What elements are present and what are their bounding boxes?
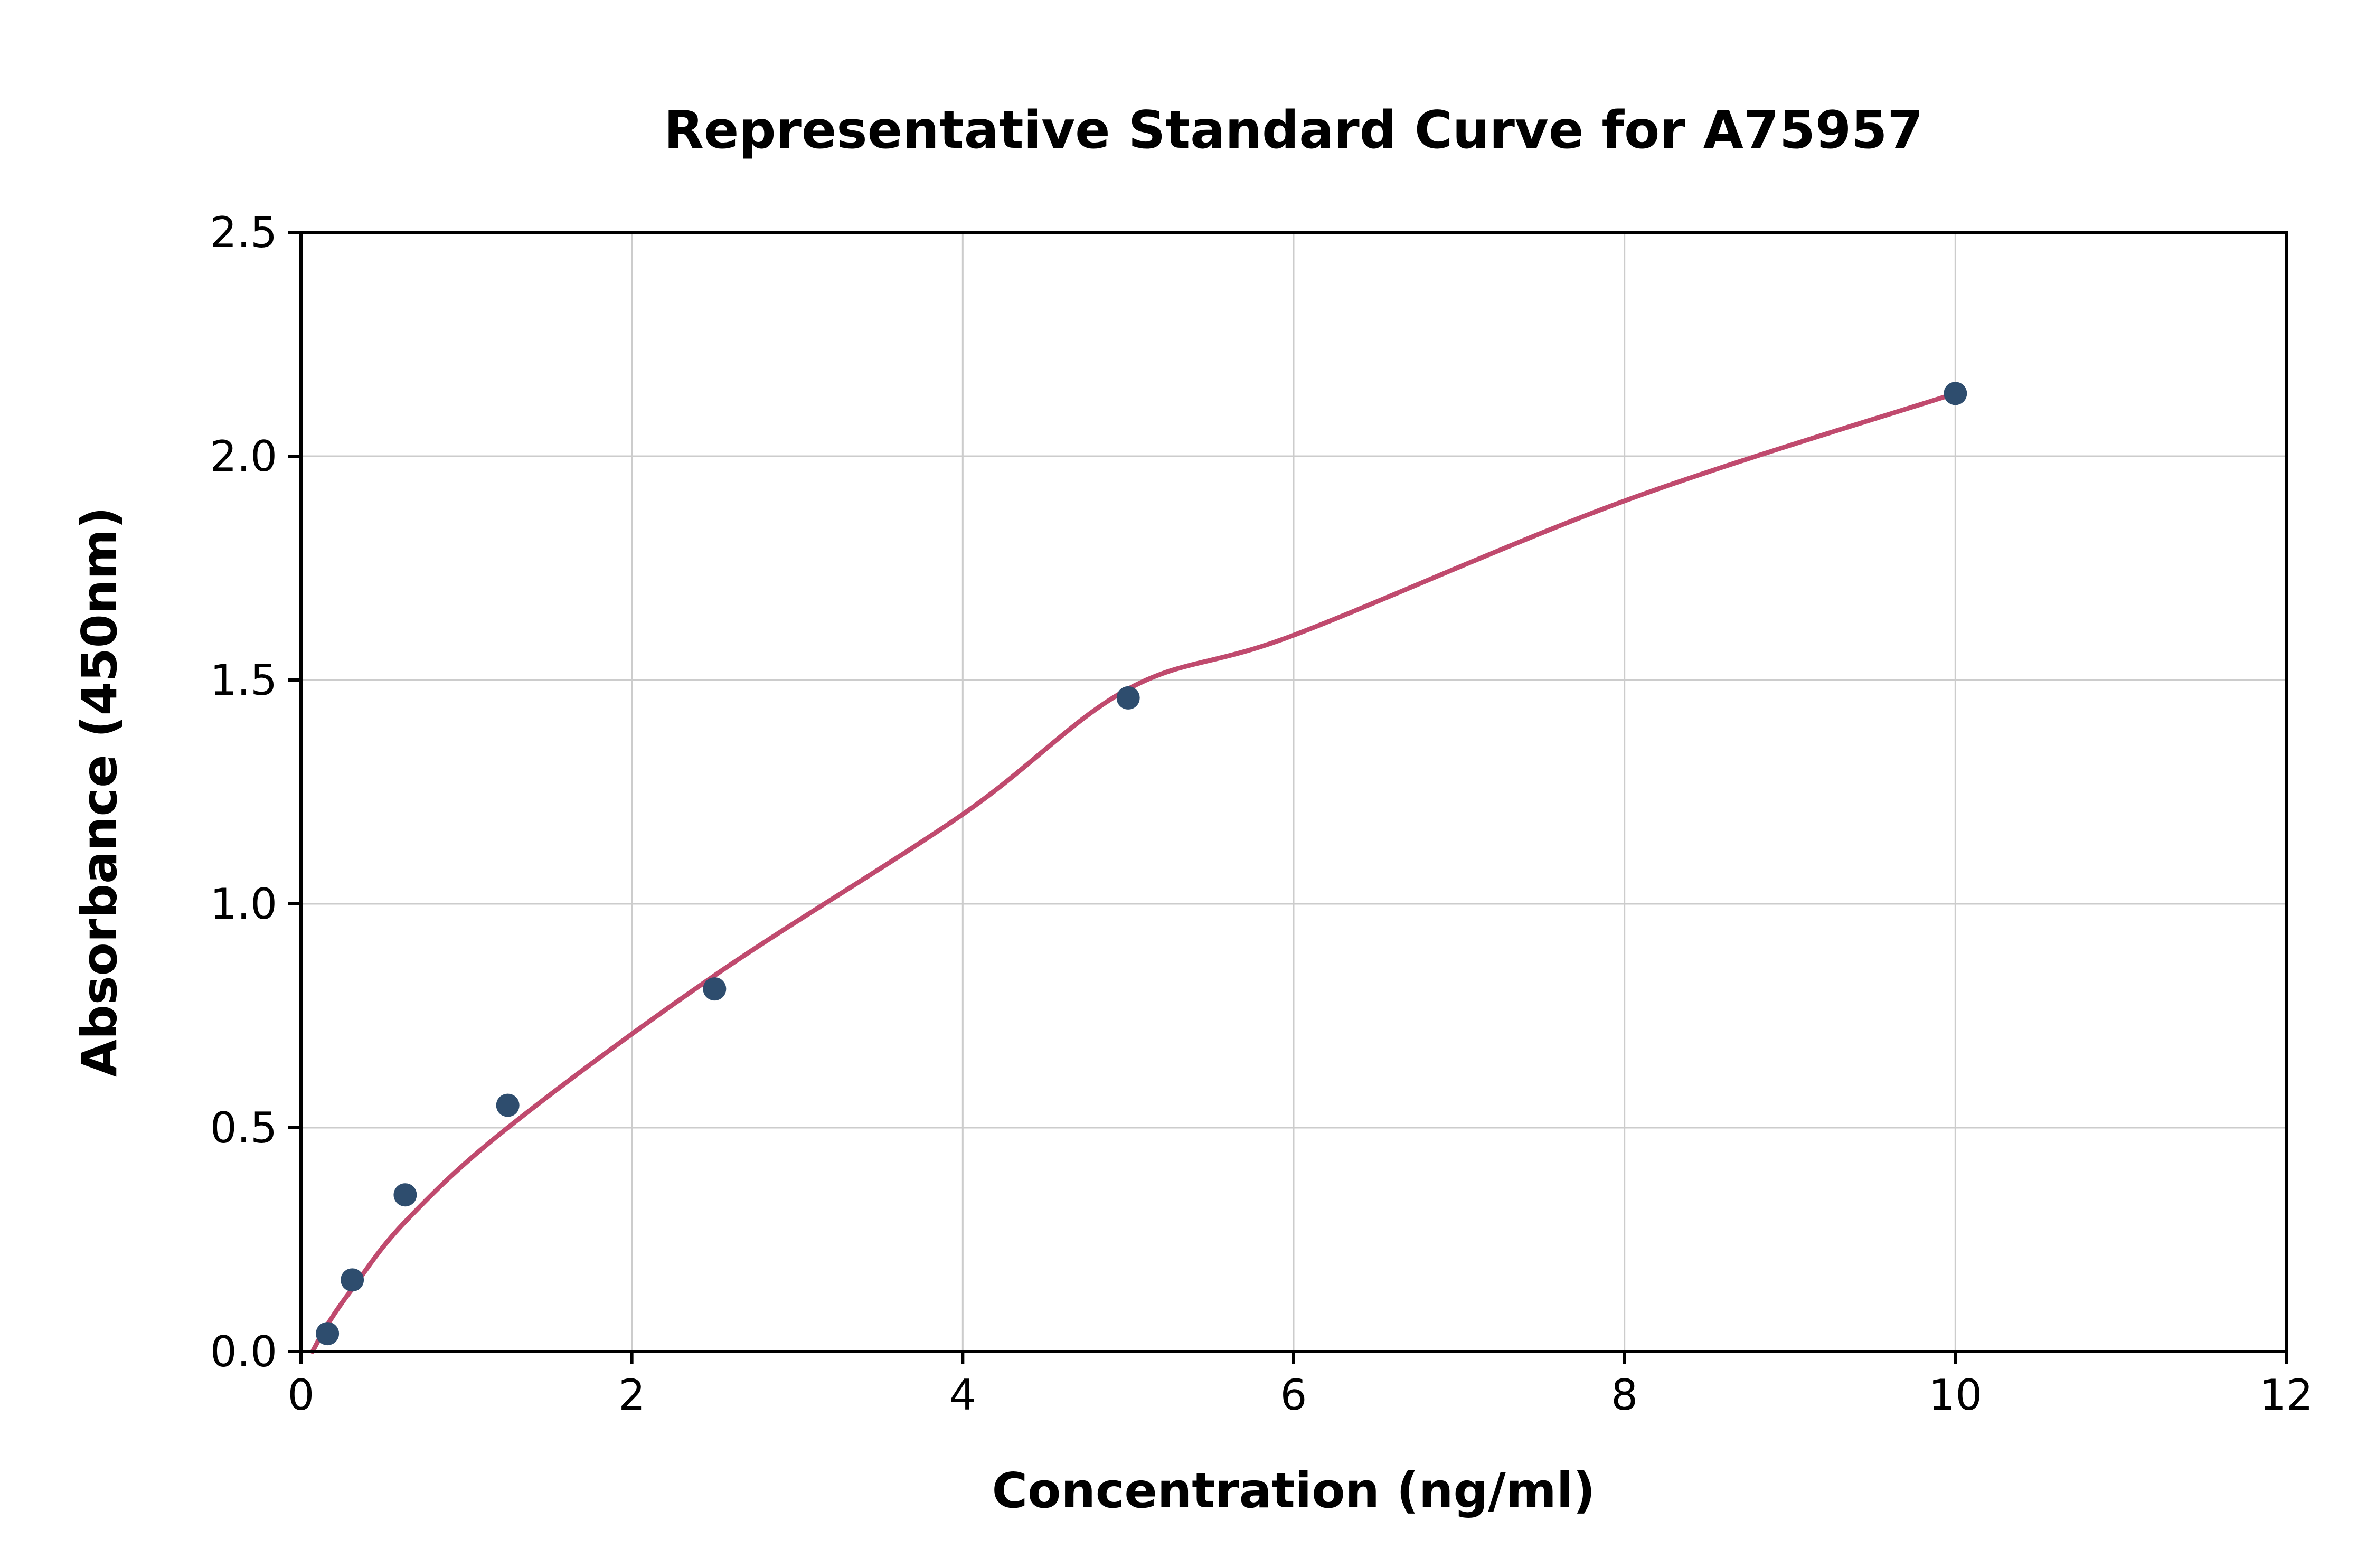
data-point [316, 1322, 340, 1346]
x-axis-label: Concentration (ng/ml) [992, 1462, 1596, 1519]
x-tick-label: 10 [1928, 1371, 1982, 1420]
y-axis-label: Absorbance (450nm) [71, 507, 128, 1077]
y-tick-label: 0.5 [210, 1103, 277, 1153]
data-point [703, 977, 727, 1001]
y-tick-label: 1.0 [210, 880, 277, 929]
y-tick-labels: 0.0 0.5 1.0 1.5 2.0 2.5 [210, 208, 277, 1376]
y-tick-label: 1.5 [210, 656, 277, 705]
x-tick-label: 4 [949, 1371, 976, 1420]
chart-title: Representative Standard Curve for A75957 [664, 100, 1923, 160]
x-tick-label: 0 [288, 1371, 315, 1420]
data-point [393, 1183, 417, 1207]
x-tick-label: 2 [618, 1371, 645, 1420]
y-tick-label: 0.0 [210, 1327, 277, 1376]
axis-ticks [288, 231, 2288, 1364]
fit-curve-line [310, 391, 1958, 1354]
data-point [1116, 686, 1140, 710]
x-tick-label: 8 [1611, 1371, 1638, 1420]
data-point [341, 1268, 364, 1292]
x-tick-label: 12 [2259, 1371, 2313, 1420]
data-points [316, 382, 1967, 1346]
x-tick-labels: 0 2 4 6 8 10 12 [288, 1371, 2313, 1420]
gridlines [301, 231, 2287, 1352]
x-tick-label: 6 [1280, 1371, 1307, 1420]
data-point [496, 1093, 520, 1117]
data-point [1944, 382, 1967, 405]
y-tick-label: 2.0 [210, 432, 277, 481]
y-tick-label: 2.5 [210, 208, 277, 257]
